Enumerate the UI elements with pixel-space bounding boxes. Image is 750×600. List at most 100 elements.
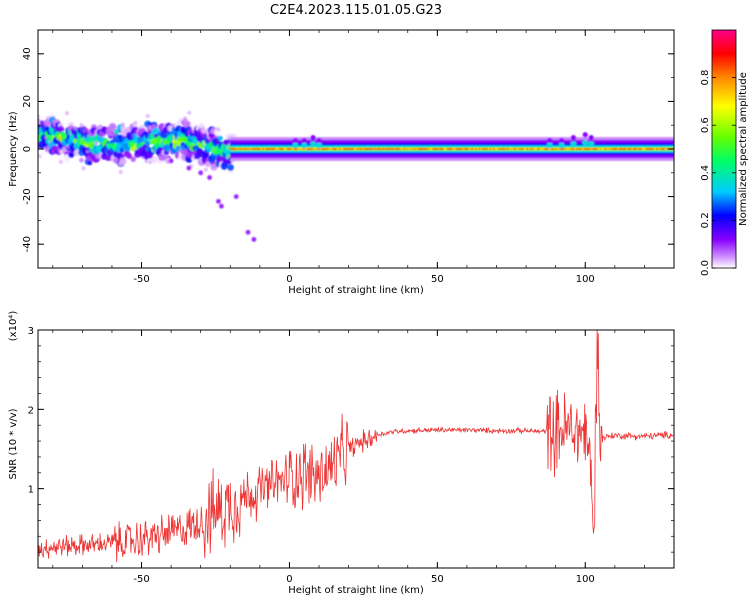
heatmap-cell (239, 148, 243, 150)
heatmap-cell (461, 148, 465, 150)
colorbar-gradient (711, 29, 737, 269)
heatmap-cell (547, 137, 553, 144)
heatmap-cell (58, 159, 63, 164)
top-y-axis-label: Frequency (Hz) (8, 111, 19, 187)
heatmap-cell (198, 123, 205, 129)
heatmap-cell (338, 148, 342, 150)
heatmap-cell (491, 148, 495, 150)
heatmap-cell (395, 148, 399, 150)
heatmap-cell (130, 156, 136, 162)
heatmap-cell (464, 148, 468, 150)
heatmap-cell (258, 148, 262, 150)
heatmap-cell (615, 148, 619, 150)
heatmap-cell (81, 166, 86, 171)
heatmap-cell (581, 148, 585, 150)
heatmap-cell (618, 148, 622, 150)
heatmap-cell (638, 148, 642, 150)
heatmap-cell (604, 148, 608, 150)
heatmap-cell (361, 148, 365, 150)
heatmap-cell (347, 148, 351, 150)
heatmap-cell (453, 148, 457, 150)
heatmap-cell (468, 148, 472, 150)
heatmap-cell (432, 148, 436, 150)
heatmap-cell (48, 137, 53, 142)
heatmap-cell (636, 148, 640, 150)
chart-title: C2E4.2023.115.01.05.G23 (270, 3, 442, 18)
heatmap-cell (119, 157, 127, 165)
heatmap-cell (216, 198, 221, 204)
heatmap-cell (572, 148, 576, 150)
heatmap-cell (459, 148, 463, 150)
heatmap-cell (478, 148, 482, 150)
heatmap-cell (603, 148, 607, 150)
bottom-x-ticks: -50 0 50 100 (52, 330, 675, 585)
heatmap-cell (384, 148, 388, 150)
heatmap-cell (342, 148, 346, 150)
heatmap-cell (492, 148, 496, 150)
bottom-x-tick-label: 50 (431, 574, 444, 585)
heatmap-cell (390, 148, 394, 150)
heatmap-cell (501, 148, 505, 150)
heatmap-cell (592, 148, 596, 150)
heatmap-cell (475, 148, 479, 150)
heatmap-cell (331, 148, 335, 150)
heatmap-cell (324, 148, 328, 150)
heatmap-cell (416, 148, 420, 150)
heatmap-cell (500, 148, 504, 150)
heatmap-cell (301, 148, 305, 150)
heatmap-cell (624, 148, 628, 150)
bottom-x-axis-label: Height of straight line (km) (288, 585, 424, 596)
heatmap-cell (567, 148, 571, 150)
top-y-tick-label: 0 (22, 146, 33, 152)
heatmap-cell (120, 122, 125, 127)
heatmap-cell (310, 148, 314, 150)
heatmap-cell (519, 148, 523, 150)
heatmap-cell (256, 148, 260, 150)
heatmap-cell (427, 148, 431, 150)
heatmap-cell (420, 148, 424, 150)
heatmap-cell (290, 148, 294, 150)
heatmap-cell (329, 148, 333, 150)
colorbar-label: Normalized spectral amplitude (738, 72, 749, 226)
heatmap-cell (654, 148, 658, 150)
top-y-tick-label: -20 (22, 188, 33, 204)
heatmap-cell (617, 148, 621, 150)
heatmap-cell (301, 142, 308, 149)
heatmap-cell (308, 148, 312, 150)
heatmap-cell (402, 148, 406, 150)
heatmap-cell (494, 148, 498, 150)
heatmap-cell (590, 148, 594, 150)
heatmap-cell (292, 137, 298, 144)
heatmap-cell (445, 148, 449, 150)
heatmap-cell (281, 148, 285, 150)
heatmap-cell (418, 148, 422, 150)
heatmap-cell (457, 148, 461, 150)
heatmap-cell (482, 148, 486, 150)
bottom-y-tick-label: 3 (28, 326, 34, 337)
heatmap-cell (611, 148, 615, 150)
heatmap-cell (203, 167, 208, 172)
heatmap-cell (663, 148, 667, 150)
heatmap-cell (446, 148, 450, 150)
heatmap-cell (665, 148, 669, 150)
heatmap-cell (220, 162, 229, 170)
heatmap-cell (216, 127, 221, 132)
heatmap-cell (264, 148, 268, 150)
heatmap-cell (437, 148, 441, 150)
heatmap-cell (272, 148, 276, 150)
heatmap-cell (93, 141, 98, 146)
heatmap-cell (631, 148, 635, 150)
heatmap-cell (462, 148, 466, 150)
heatmap-cell (304, 148, 308, 150)
bottom-y-exponent-label: (x10⁴) (8, 311, 19, 342)
colorbar-tick-label: 0.4 (700, 165, 711, 181)
heatmap-cell (287, 148, 291, 150)
heatmap-cell (613, 148, 617, 150)
heatmap-cell (227, 164, 235, 172)
heatmap-cell (562, 148, 566, 150)
heatmap-cell (187, 110, 192, 115)
heatmap-cell (551, 148, 555, 150)
heatmap-cell (650, 148, 654, 150)
heatmap-cell (634, 148, 638, 150)
heatmap-cell (659, 148, 663, 150)
